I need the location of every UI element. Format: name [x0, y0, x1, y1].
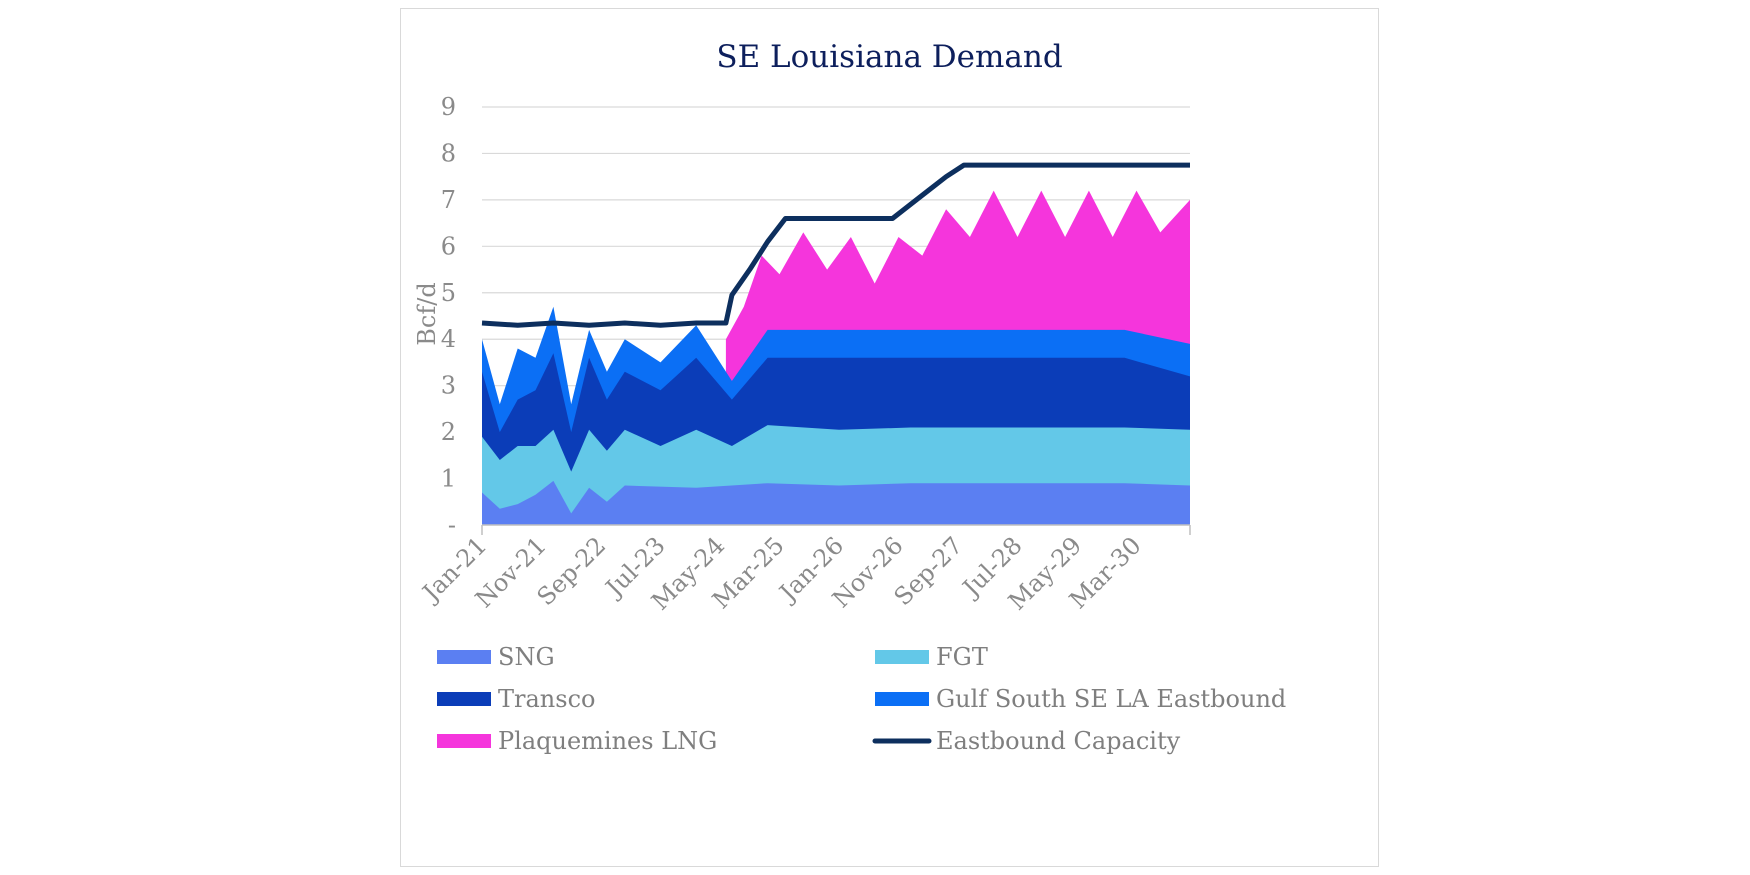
y-tick-label: 6	[441, 232, 456, 260]
y-tick-label: -	[448, 511, 456, 539]
legend-swatch	[875, 650, 929, 664]
chart-frame: SE Louisiana Demand -1 2 3 4 5 6 7 8 9 Bcf/d Jan-2…	[400, 8, 1379, 867]
chart-title: SE Louisiana Demand	[716, 39, 1063, 75]
legend-label: Transco	[498, 685, 595, 713]
legend-swatch	[437, 734, 491, 748]
y-tick-label: 7	[441, 186, 456, 214]
y-tick-label: 1	[441, 465, 456, 493]
y-tick-label: 5	[441, 279, 456, 307]
y-tick-label: 9	[441, 93, 456, 121]
y-tick-label: 4	[441, 325, 456, 353]
legend-label: SNG	[498, 643, 555, 671]
legend-label: Gulf South SE LA Eastbound	[936, 685, 1286, 713]
legend-swatch	[437, 692, 491, 706]
y-tick-label: 3	[441, 372, 456, 400]
y-tick-label: 2	[441, 418, 456, 446]
legend-swatch	[875, 692, 929, 706]
legend-label: FGT	[936, 643, 988, 671]
line-eastbound-capacity	[481, 162, 1190, 328]
chart-canvas: -123456789Bcf/dJan-21Nov-21Sep-22Jul-23M…	[413, 93, 1286, 755]
y-axis-title: Bcf/d	[413, 282, 441, 345]
legend-label: Plaquemines LNG	[498, 727, 717, 755]
y-tick-label: 8	[441, 139, 456, 167]
area-sng	[482, 480, 1190, 525]
legend-label: Eastbound Capacity	[936, 727, 1181, 755]
legend-swatch	[437, 650, 491, 664]
